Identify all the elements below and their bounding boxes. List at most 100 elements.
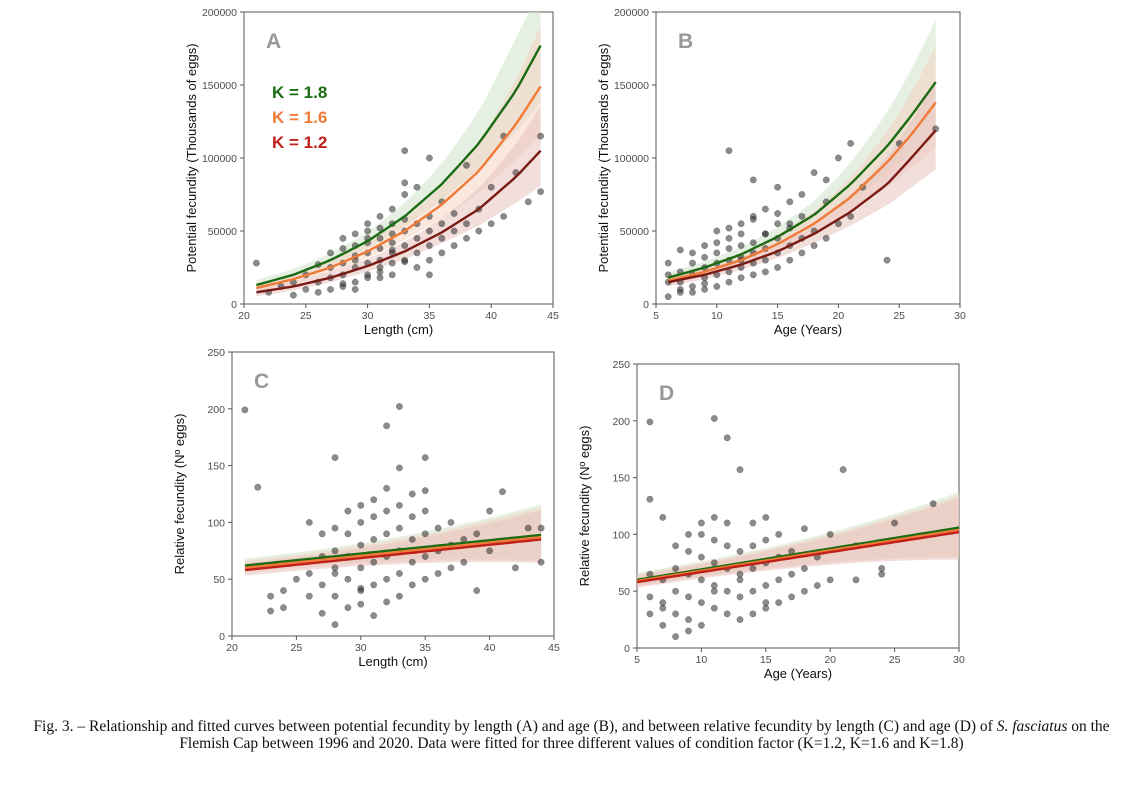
data-point [672, 633, 680, 641]
fitted-curve [667, 81, 937, 279]
data-point [425, 227, 433, 235]
data-point [537, 188, 545, 196]
x-tick-label: 40 [484, 642, 496, 654]
data-point [761, 205, 769, 213]
x-tick-label: 30 [362, 310, 374, 322]
data-point [723, 610, 731, 618]
data-point [450, 227, 458, 235]
data-point [761, 230, 769, 238]
y-tick-label: 150 [612, 473, 630, 485]
data-point [697, 530, 705, 538]
data-point [425, 154, 433, 162]
data-point [388, 259, 396, 267]
data-point [713, 227, 721, 235]
data-point [800, 587, 808, 595]
data-point [736, 616, 744, 624]
data-point [810, 169, 818, 177]
data-point [292, 575, 300, 583]
data-point [383, 422, 391, 430]
data-point [689, 249, 696, 257]
data-point [383, 598, 391, 606]
confidence-band [256, 106, 541, 297]
data-point [241, 406, 249, 414]
data-point [736, 576, 744, 584]
data-point [421, 487, 429, 495]
data-point [413, 264, 421, 271]
data-point [537, 132, 545, 140]
data-point [710, 582, 718, 589]
data-point [376, 212, 384, 220]
x-tick-label: 30 [355, 642, 367, 654]
legend: K = 1.8 K = 1.6 K = 1.2 [272, 83, 327, 152]
x-tick-label: 45 [547, 310, 559, 322]
fitted-curve [244, 538, 542, 572]
y-tick-label: 50000 [620, 226, 649, 238]
data-point [834, 154, 842, 162]
fitted-curve [244, 533, 542, 567]
data-point [267, 607, 275, 615]
data-point [425, 256, 433, 264]
data-point [413, 234, 421, 242]
data-point [710, 513, 718, 521]
data-point [749, 610, 757, 618]
data-point [524, 198, 532, 206]
y-tick-label: 100 [207, 517, 225, 529]
y-tick-label: 200 [612, 416, 630, 428]
y-tick-label: 0 [231, 299, 237, 311]
data-point [331, 570, 339, 577]
caption-text-start: Fig. 3. – Relationship and fitted curves… [33, 718, 997, 735]
data-point [450, 242, 458, 250]
fitted-curve [636, 526, 960, 581]
data-point [725, 278, 733, 286]
data-point [736, 466, 744, 474]
fitted-curve [256, 149, 542, 294]
data-point [685, 593, 692, 601]
x-tick-label: 20 [226, 642, 238, 654]
data-point [408, 535, 416, 543]
data-point [685, 616, 692, 624]
x-tick-label: 15 [772, 310, 784, 322]
data-point [401, 242, 409, 250]
data-point [878, 570, 886, 578]
y-tick-label: 100000 [614, 153, 649, 165]
y-tick-label: 100000 [202, 153, 237, 165]
data-point [305, 518, 313, 526]
data-point [762, 536, 770, 544]
x-tick-label: 30 [953, 654, 965, 666]
panel-label: C [254, 370, 269, 393]
data-point [421, 530, 429, 538]
data-point [460, 558, 468, 566]
data-point [847, 139, 855, 147]
data-point [672, 610, 680, 618]
y-tick-label: 200 [207, 404, 225, 416]
data-point [800, 565, 808, 572]
data-point [697, 553, 705, 561]
caption-species: S. fasciatus [996, 718, 1068, 735]
y-tick-label: 100 [612, 529, 630, 541]
data-point [421, 454, 429, 462]
data-point [425, 271, 433, 279]
data-point [813, 582, 821, 589]
data-point [434, 570, 442, 577]
data-point [364, 227, 372, 235]
data-point [344, 507, 352, 515]
data-point [775, 530, 783, 538]
data-point [388, 246, 396, 254]
data-point [713, 239, 721, 247]
data-point [305, 570, 313, 577]
data-point [749, 215, 757, 223]
data-point [305, 592, 313, 600]
data-point [357, 501, 365, 509]
data-point [463, 234, 470, 242]
data-point [344, 530, 352, 538]
legend-entry: K = 1.2 [272, 133, 327, 152]
data-point [339, 234, 347, 242]
data-point [689, 259, 696, 267]
data-point [425, 242, 433, 250]
data-point [676, 285, 684, 293]
fitted-curve [256, 45, 542, 287]
data-point [318, 609, 326, 617]
x-tick-label: 5 [653, 310, 659, 322]
data-point [339, 280, 347, 288]
